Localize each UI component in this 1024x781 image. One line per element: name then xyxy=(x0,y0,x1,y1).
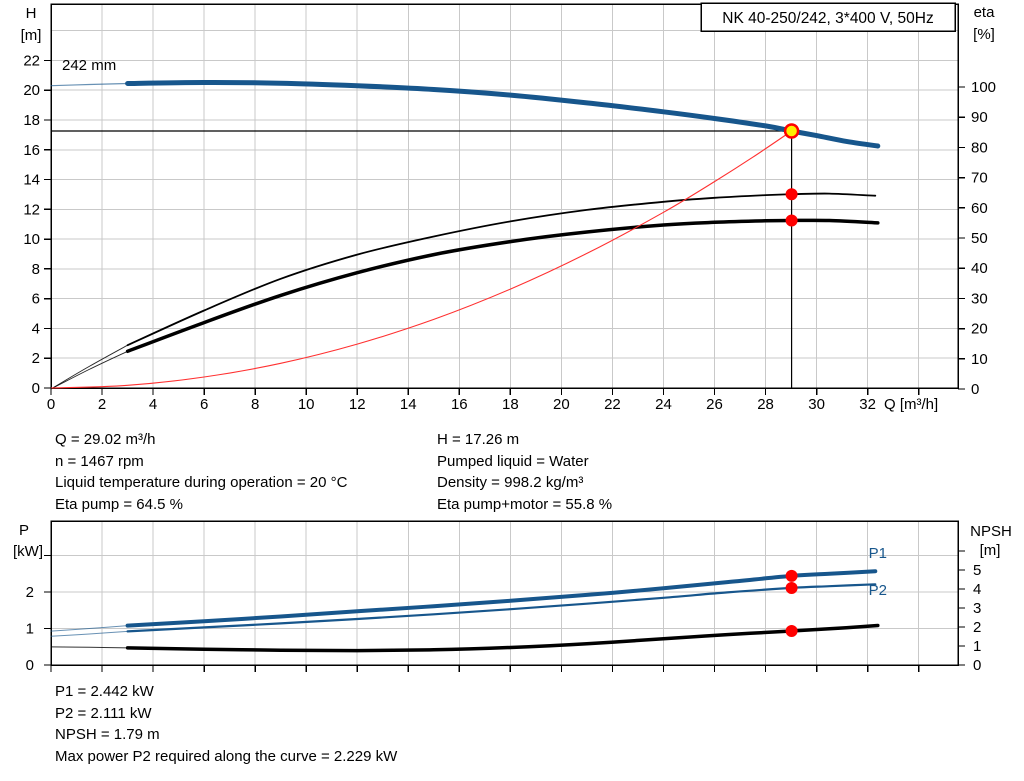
result-p2: P2 = 2.111 kW xyxy=(55,704,152,722)
p1-ext-curve xyxy=(50,625,129,632)
p1-duty-marker xyxy=(785,569,798,582)
head-242mm-curve xyxy=(125,79,881,149)
x-tick-label: 4 xyxy=(149,396,157,413)
y-right-tick-label: 70 xyxy=(971,170,988,187)
y-right-axis-title-unit: [%] xyxy=(973,26,995,43)
y-left-tick-label: 1 xyxy=(26,621,34,638)
y-right-tick-label: 1 xyxy=(973,638,981,655)
x-tick-label: 24 xyxy=(655,396,672,413)
y-left-tick-label: 14 xyxy=(23,172,40,189)
result-max-power: Max power P2 required along the curve = … xyxy=(55,747,398,765)
y-left-tick-label: 18 xyxy=(23,112,40,129)
p2-curve xyxy=(126,583,877,633)
p1-curve xyxy=(125,569,878,628)
info-speed: n = 1467 rpm xyxy=(55,452,144,470)
y-right-axis-title-unit: [m] xyxy=(980,542,1001,559)
plot-frame xyxy=(50,520,959,666)
x-tick-label: 26 xyxy=(706,396,723,413)
info-liquid-temperature: Liquid temperature during operation = 20… xyxy=(55,474,348,491)
y-left-tick-label: 10 xyxy=(23,231,40,248)
npsh-duty-marker xyxy=(785,624,798,637)
operating-data-right: H = 17.26 m Pumped liquid = Water Densit… xyxy=(437,429,612,515)
eta-pump-duty-marker xyxy=(785,188,798,201)
x-tick-label: 10 xyxy=(298,396,315,413)
x-tick-label: 30 xyxy=(808,396,825,413)
y-left-tick-label: 12 xyxy=(23,201,40,218)
x-tick-label: 6 xyxy=(200,396,208,413)
x-tick-label: 22 xyxy=(604,396,621,413)
y-left-tick-label: 8 xyxy=(32,261,40,278)
info-density: Density = 998.2 kg/m³ xyxy=(437,474,584,491)
y-right-tick-label: 10 xyxy=(971,351,988,368)
pump-title-box xyxy=(700,2,956,32)
x-tick-label: 8 xyxy=(251,396,259,413)
qh-eta-chart: 0 2 4 6 8 10 12 14 16 18 20 22 24 26 28 30 32 Q [m³/h]024… xyxy=(21,2,996,413)
x-tick-label: 32 xyxy=(859,396,876,413)
power-npsh-chart: P1 P2 0 1 2 0 1 2 3 4 5 P [kW] NPSH [m] xyxy=(13,520,1012,674)
system-curve-curve xyxy=(50,130,793,389)
y-left-axis-title: H xyxy=(26,5,37,22)
plot-frame xyxy=(50,3,959,389)
y-right-tick-label: 90 xyxy=(971,109,988,126)
y-right-tick-label: 60 xyxy=(971,200,988,217)
y-right-tick-label: 5 xyxy=(973,562,981,579)
y-right-tick-label: 20 xyxy=(971,321,988,338)
y-left-tick-label: 0 xyxy=(32,380,40,397)
y-right-tick-label: 80 xyxy=(971,139,988,156)
y-right-axis-title: eta xyxy=(974,4,996,21)
y-left-axis-title-unit: [kW] xyxy=(13,543,43,560)
info-eta-pump-motor: Eta pump+motor = 55.8 % xyxy=(437,495,613,513)
x-axis-unit-label: Q [m³/h] xyxy=(884,396,938,413)
eta-pump-ext-curve xyxy=(50,344,129,390)
info-eta-pump: Eta pump = 64.5 % xyxy=(55,495,183,513)
y-left-tick-label: 2 xyxy=(32,350,40,367)
duty-point-marker xyxy=(783,123,800,139)
y-left-tick-label: 0 xyxy=(26,657,34,674)
pump-title-text: NK 40-250/242, 3*400 V, 50Hz xyxy=(722,10,933,27)
eta-pump-motor-duty-marker xyxy=(785,214,798,227)
info-flow: Q = 29.02 m³/h xyxy=(55,431,156,448)
curve-label-p1: P1 xyxy=(869,545,887,562)
result-p1: P1 = 2.442 kW xyxy=(55,683,154,700)
y-left-tick-label: 6 xyxy=(32,291,40,308)
y-right-tick-label: 4 xyxy=(973,581,981,598)
result-npsh: NPSH = 1.79 m xyxy=(55,726,160,743)
y-left-tick-label: 22 xyxy=(23,52,40,69)
y-right-tick-label: 2 xyxy=(973,619,981,636)
y-right-tick-label: 50 xyxy=(971,230,988,247)
y-right-tick-label: 0 xyxy=(971,381,979,398)
x-tick-label: 2 xyxy=(98,396,106,413)
x-tick-label: 14 xyxy=(400,396,417,413)
y-left-axis-title-unit: [m] xyxy=(21,27,42,44)
impeller-diameter-label: 242 mm xyxy=(62,57,116,74)
y-right-axis-title: NPSH xyxy=(970,523,1012,540)
y-left-tick-label: 16 xyxy=(23,142,40,159)
x-tick-label: 12 xyxy=(349,396,366,413)
p2-duty-marker xyxy=(785,581,798,594)
x-tick-label: 0 xyxy=(47,396,55,413)
y-right-tick-label: 100 xyxy=(971,79,996,96)
x-tick-label: 28 xyxy=(757,396,774,413)
eta-pump-motor-ext-curve xyxy=(50,350,129,390)
y-left-tick-label: 20 xyxy=(23,82,40,99)
y-right-tick-label: 0 xyxy=(973,657,981,674)
x-tick-label: 16 xyxy=(451,396,468,413)
operating-data-left: Q = 29.02 m³/h n = 1467 rpm Liquid tempe… xyxy=(55,429,347,515)
info-head: H = 17.26 m xyxy=(437,431,520,448)
y-left-axis-title: P xyxy=(19,522,29,539)
info-pumped-liquid: Pumped liquid = Water xyxy=(437,452,589,470)
y-left-tick-label: 4 xyxy=(32,320,40,337)
result-data: P1 = 2.442 kW P2 = 2.111 kW NPSH = 1.79 … xyxy=(55,681,397,767)
head-242mm-ext-curve xyxy=(50,82,129,87)
p2-ext-curve xyxy=(50,630,129,637)
npsh-ext-curve xyxy=(50,646,129,649)
y-left-tick-label: 2 xyxy=(26,584,34,601)
curve-label-p2: P2 xyxy=(869,582,887,599)
y-right-tick-label: 30 xyxy=(971,290,988,307)
y-right-tick-label: 40 xyxy=(971,260,988,277)
y-right-tick-label: 3 xyxy=(973,600,981,617)
x-tick-label: 20 xyxy=(553,396,570,413)
x-tick-label: 18 xyxy=(502,396,519,413)
